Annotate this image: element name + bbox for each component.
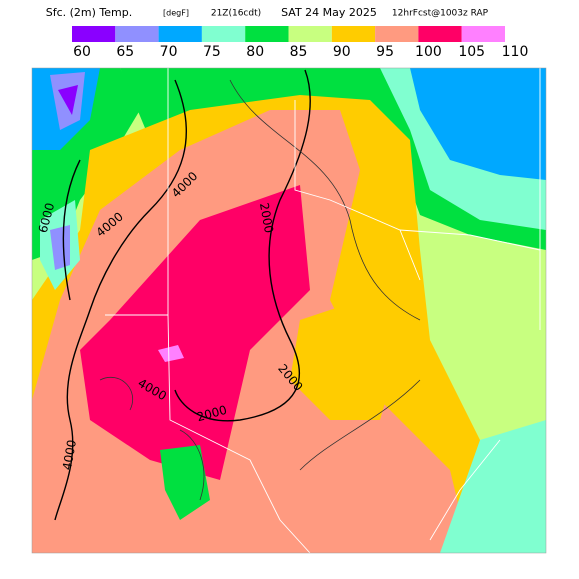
- legend-tick-label: 95: [376, 44, 394, 60]
- region-70: [410, 68, 546, 180]
- units: [degF]: [163, 9, 189, 18]
- legend-tick-label: 90: [333, 44, 351, 60]
- legend-tick-label: 75: [203, 44, 221, 60]
- legend: 60 65 70 75 80 85 90 95 100 105 110: [72, 26, 528, 60]
- contour-label: 2000: [257, 202, 276, 235]
- legend-tick-label: 80: [246, 44, 264, 60]
- legend-tick-label: 70: [160, 44, 178, 60]
- legend-swatch: [461, 26, 505, 42]
- title-field: Sfc. (2m) Temp.: [46, 6, 133, 19]
- date: SAT 24 May 2025: [281, 6, 377, 19]
- region-100: [80, 185, 310, 480]
- region-60: [58, 85, 78, 115]
- legend-swatch: [201, 26, 246, 42]
- legend-swatch: [72, 26, 116, 42]
- map: 4000 6000 4000 2000 2000 4000 2000 4000: [32, 68, 546, 553]
- region-90-inner: [290, 300, 400, 420]
- region-80-south: [160, 445, 210, 520]
- legend-swatch: [245, 26, 289, 42]
- legend-tick-label: 60: [73, 44, 91, 60]
- contour-label: 4000: [60, 439, 79, 472]
- region-65-mountain: [50, 225, 70, 270]
- legend-tick-label: 85: [290, 44, 308, 60]
- legend-swatch: [288, 26, 332, 42]
- legend-tick-label: 65: [116, 44, 134, 60]
- region-105: [158, 345, 184, 362]
- legend-swatch: [418, 26, 462, 42]
- region-75-southeast: [440, 420, 546, 553]
- title: Sfc. (2m) Temp. [degF] 21Z(16cdt) SAT 24…: [46, 6, 489, 19]
- legend-tick-label: 110: [502, 44, 529, 60]
- legend-swatch: [158, 26, 202, 42]
- valid-time: 21Z(16cdt): [211, 9, 261, 19]
- legend-swatch: [115, 26, 159, 42]
- legend-swatch: [331, 26, 376, 42]
- legend-tick-label: 105: [458, 44, 485, 60]
- map-frame: [31, 67, 547, 554]
- model: 12hrFcst@1003z RAP: [392, 9, 489, 19]
- legend-swatch: [375, 26, 419, 42]
- legend-tick-label: 100: [415, 44, 442, 60]
